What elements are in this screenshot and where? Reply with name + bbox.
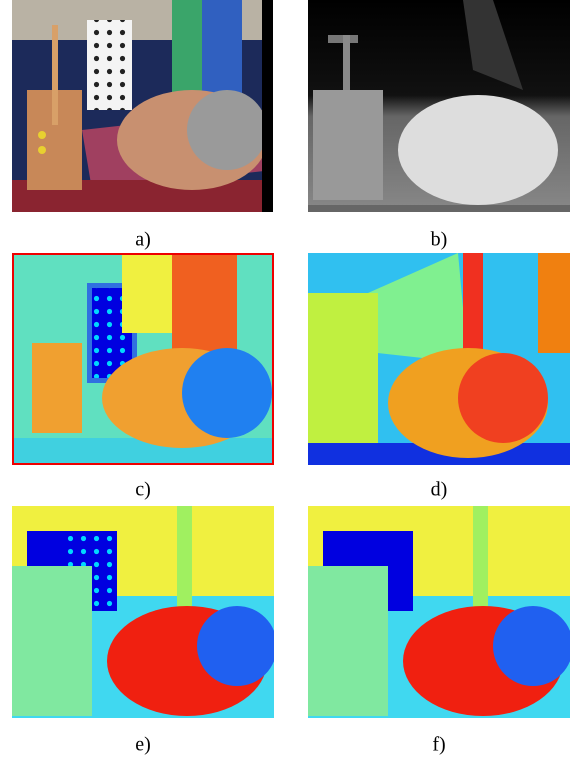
image-region xyxy=(262,0,273,212)
image-region xyxy=(52,25,58,125)
image-region xyxy=(197,606,277,686)
image-region xyxy=(38,131,46,139)
panel-image xyxy=(308,253,570,465)
panel-image xyxy=(12,0,273,212)
panel-image xyxy=(308,506,573,718)
image-region xyxy=(38,146,46,154)
image-region xyxy=(87,20,132,110)
panel-label: b) xyxy=(431,229,448,251)
image-region xyxy=(308,566,388,716)
image-region xyxy=(398,95,558,205)
image-region xyxy=(308,293,378,443)
image-region xyxy=(308,205,570,212)
image-region xyxy=(313,90,383,200)
image-region xyxy=(32,343,82,433)
image-region xyxy=(187,90,267,170)
image-region xyxy=(202,0,242,95)
panel-image xyxy=(12,253,274,465)
image-region xyxy=(12,566,92,716)
panel-label: f) xyxy=(432,734,445,756)
figure: a) b) c) d) e) f) xyxy=(0,0,575,759)
image-region xyxy=(182,348,272,438)
image-region xyxy=(538,253,570,353)
image-region xyxy=(463,253,483,353)
image-region xyxy=(493,606,573,686)
panel-image xyxy=(308,0,570,212)
panel-label: d) xyxy=(431,479,448,501)
image-region xyxy=(12,438,274,465)
panel-label: c) xyxy=(135,479,151,501)
panel-label: a) xyxy=(135,229,151,251)
image-region xyxy=(458,353,548,443)
panel-label: e) xyxy=(135,734,151,756)
panel-image xyxy=(12,506,277,718)
